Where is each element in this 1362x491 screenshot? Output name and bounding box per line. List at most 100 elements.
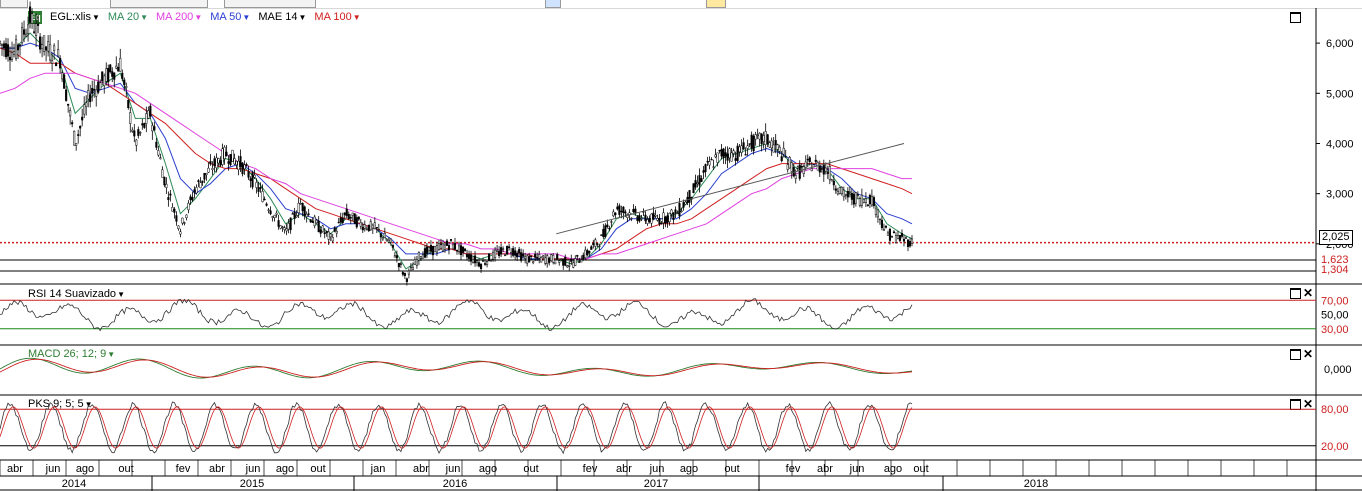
candle-body [81,116,84,121]
candle-body [804,161,807,168]
candle-body [307,213,310,215]
maximize-icon[interactable] [1290,349,1301,360]
candle-body [175,215,178,222]
candle-body [2,43,6,49]
toolbar-button[interactable] [706,0,726,8]
candle-body [245,164,248,166]
candle-body [83,104,86,115]
candle-body [167,197,170,200]
candle-body [367,224,370,232]
maximize-icon[interactable] [1290,12,1301,23]
candle-body [548,257,551,263]
legend-item-ma50[interactable]: MA 50 ▼ [210,11,250,23]
candle-body [387,239,390,243]
candle-body [147,110,150,119]
candle-body [484,263,487,265]
candle-body [271,216,274,218]
legend-label: MA 100 [314,11,352,23]
candle-body [231,149,234,162]
candle-body [764,131,767,145]
candle-body [451,243,455,250]
candle-body [530,255,533,257]
candle-body [784,156,787,158]
candle-body [858,198,861,206]
candle-body [674,209,677,214]
toolbar-button[interactable] [0,0,28,8]
candle-body [740,145,743,153]
toolbar-field[interactable] [224,0,316,8]
toolbar-button[interactable] [545,0,561,8]
legend-label: EGL:xlis [50,11,91,23]
candle-body [542,255,545,258]
candle-body [203,172,206,180]
close-icon[interactable]: ✕ [1303,286,1314,300]
chart-legend: Eq EGL:xlis ▼ MA 20 ▼ MA 200 ▼ MA 50 ▼ MAE 1… [28,10,361,24]
candle-body [844,194,847,196]
legend-label: MA 50 [210,11,242,23]
candle-body [57,49,60,57]
candle-body [516,252,519,258]
candle-body [227,161,230,164]
candle-body [612,211,615,217]
x-month-label: abr [413,463,429,475]
legend-item-ma100[interactable]: MA 100 ▼ [314,11,360,23]
candle-body [343,212,346,216]
candle-body [149,105,152,117]
legend-item-ma200[interactable]: MA 200 ▼ [156,11,202,23]
candle-body [453,242,457,250]
candle-body [626,214,629,219]
close-icon[interactable]: ✕ [1303,397,1314,411]
candle-body [786,164,789,170]
chevron-down-icon: ▼ [117,290,125,299]
legend-item-ma20[interactable]: MA 20 ▼ [108,11,148,23]
legend-item-price[interactable]: EGL:xlis ▼ [50,11,100,23]
candle-body [129,112,132,124]
candle-body [415,259,418,266]
candle-body [832,180,835,186]
candle-body [770,140,773,149]
candle-body [638,215,641,222]
candle-body [123,79,126,86]
pks-line [0,400,913,455]
legend-item-mae14[interactable]: MAE 14 ▼ [258,11,306,23]
toolbar-field[interactable] [110,0,208,8]
candle-body [672,212,675,221]
candle-body [469,254,473,262]
candle-body [490,260,493,262]
macd-title[interactable]: MACD 26; 12; 9▼ [28,348,116,360]
x-month-label: ago [479,463,497,475]
candle-body [109,64,112,73]
candle-body [23,29,26,35]
candle-body [45,46,48,51]
candle-body [624,211,627,214]
candle-body [532,261,535,264]
candle-body [391,244,394,248]
candle-body [331,237,334,242]
close-icon[interactable]: ✕ [1303,347,1314,361]
candle-body [814,159,817,162]
candle-body [157,150,160,156]
candle-body [680,210,683,213]
candle-body [506,245,509,255]
candle-body [155,141,158,148]
candle-body [337,221,340,224]
pks-title[interactable]: PKS 9; 5; 5▼ [28,398,93,410]
candle-body [335,230,338,234]
candle-body [29,6,32,23]
candle-body [99,82,102,90]
candle-body [746,145,749,149]
maximize-icon[interactable] [1290,288,1301,299]
chevron-down-icon: ▼ [140,12,148,22]
candle-body [299,202,302,205]
candle-body [508,246,511,249]
rsi-level-label: 70,00 [1321,295,1349,307]
candle-body [718,149,721,152]
candle-body [678,203,681,217]
candle-body [409,266,412,268]
rsi-title[interactable]: RSI 14 Suavizado▼ [28,288,125,300]
candle-body [69,110,72,117]
candle-body [113,72,116,80]
candle-body [449,239,453,241]
candle-body [886,232,889,236]
